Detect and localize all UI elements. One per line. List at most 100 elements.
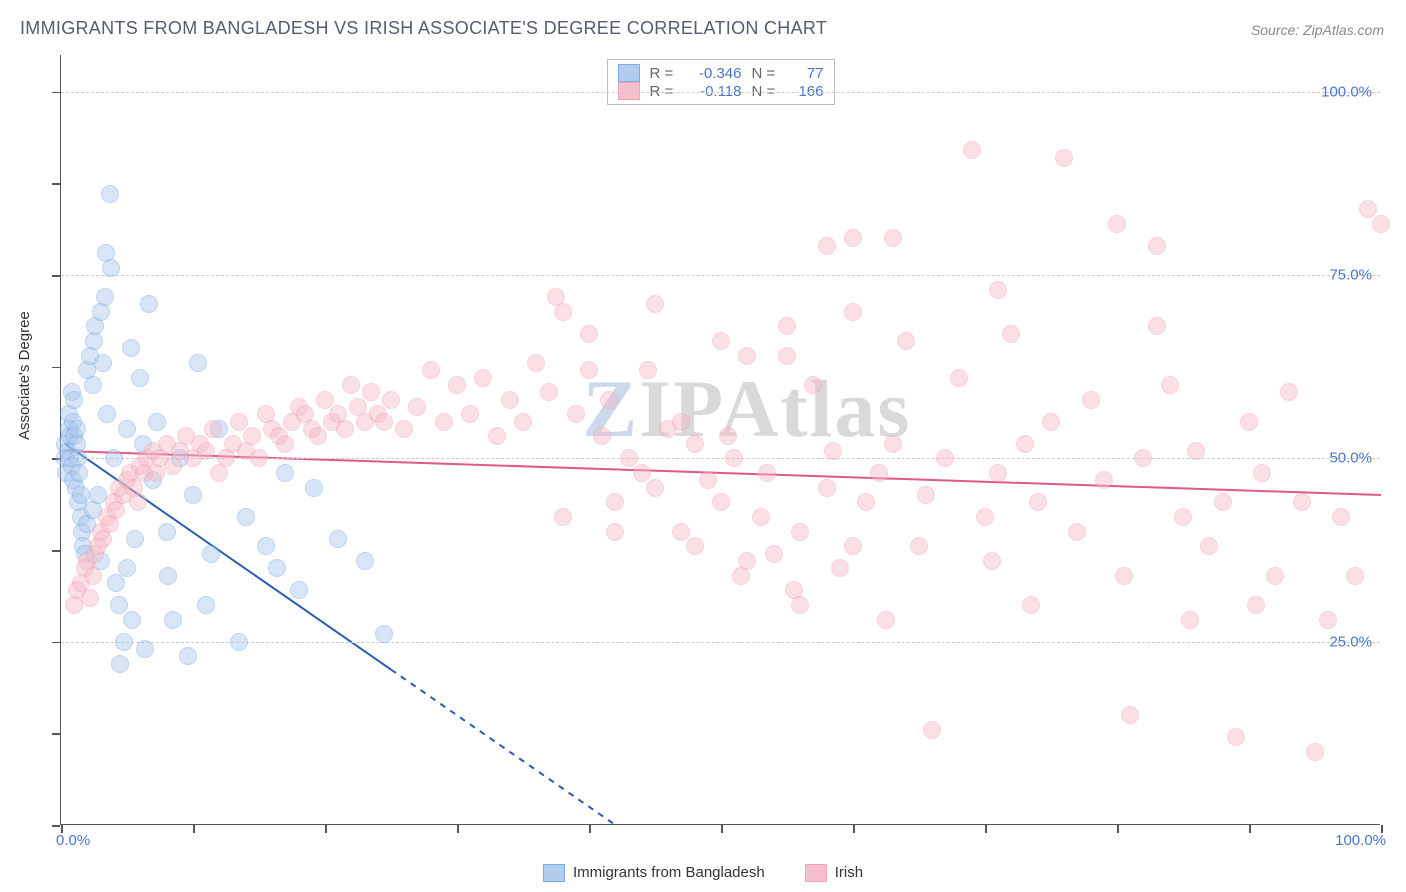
data-point-bangladesh bbox=[179, 647, 197, 665]
data-point-bangladesh bbox=[184, 486, 202, 504]
watermark-rest: IPAtlas bbox=[639, 363, 911, 454]
data-point-bangladesh bbox=[123, 611, 141, 629]
data-point-irish bbox=[243, 427, 261, 445]
data-point-irish bbox=[712, 332, 730, 350]
data-point-bangladesh bbox=[96, 288, 114, 306]
data-point-bangladesh bbox=[276, 464, 294, 482]
data-point-irish bbox=[448, 376, 466, 394]
data-point-irish bbox=[488, 427, 506, 445]
data-point-bangladesh bbox=[230, 633, 248, 651]
y-axis-tick-label: 100.0% bbox=[1321, 83, 1372, 100]
data-point-bangladesh bbox=[202, 545, 220, 563]
data-point-irish bbox=[712, 493, 730, 511]
data-point-irish bbox=[461, 405, 479, 423]
r-value-bangladesh: -0.346 bbox=[688, 65, 742, 82]
y-axis-tick bbox=[52, 825, 60, 827]
data-point-irish bbox=[1200, 537, 1218, 555]
trendline-ext-bangladesh bbox=[391, 670, 615, 825]
data-point-irish bbox=[580, 361, 598, 379]
data-point-bangladesh bbox=[375, 625, 393, 643]
data-point-irish bbox=[204, 420, 222, 438]
data-point-bangladesh bbox=[189, 354, 207, 372]
data-point-irish bbox=[686, 537, 704, 555]
x-axis-tick bbox=[457, 825, 459, 833]
data-point-irish bbox=[527, 354, 545, 372]
data-point-irish bbox=[804, 376, 822, 394]
data-point-irish bbox=[1082, 391, 1100, 409]
data-point-irish bbox=[778, 317, 796, 335]
data-point-irish bbox=[1319, 611, 1337, 629]
data-point-irish bbox=[923, 721, 941, 739]
data-point-bangladesh bbox=[110, 596, 128, 614]
y-axis-tick bbox=[52, 642, 60, 644]
data-point-bangladesh bbox=[131, 369, 149, 387]
data-point-irish bbox=[950, 369, 968, 387]
data-point-irish bbox=[844, 303, 862, 321]
series-legend: Immigrants from Bangladesh Irish bbox=[543, 864, 863, 882]
data-point-irish bbox=[897, 332, 915, 350]
data-point-irish bbox=[1016, 435, 1034, 453]
data-point-irish bbox=[342, 376, 360, 394]
data-point-irish bbox=[1161, 376, 1179, 394]
data-point-irish bbox=[514, 413, 532, 431]
data-point-irish bbox=[250, 449, 268, 467]
data-point-irish bbox=[554, 508, 572, 526]
data-point-irish bbox=[646, 295, 664, 313]
data-point-bangladesh bbox=[159, 567, 177, 585]
data-point-irish bbox=[1108, 215, 1126, 233]
data-point-irish bbox=[129, 493, 147, 511]
x-axis-tick bbox=[853, 825, 855, 833]
data-point-irish bbox=[435, 413, 453, 431]
data-point-irish bbox=[1306, 743, 1324, 761]
data-point-irish bbox=[600, 391, 618, 409]
data-point-bangladesh bbox=[98, 405, 116, 423]
data-point-irish bbox=[910, 537, 928, 555]
data-point-irish bbox=[1187, 442, 1205, 460]
gridline bbox=[61, 642, 1380, 643]
data-point-bangladesh bbox=[68, 420, 86, 438]
data-point-bangladesh bbox=[257, 537, 275, 555]
y-axis-tick bbox=[52, 733, 60, 735]
data-point-irish bbox=[540, 383, 558, 401]
data-point-irish bbox=[375, 413, 393, 431]
gridline bbox=[61, 275, 1380, 276]
data-point-irish bbox=[818, 237, 836, 255]
x-axis-tick bbox=[985, 825, 987, 833]
n-label: N = bbox=[752, 65, 780, 82]
data-point-irish bbox=[382, 391, 400, 409]
data-point-bangladesh bbox=[102, 259, 120, 277]
data-point-irish bbox=[725, 449, 743, 467]
data-point-bangladesh bbox=[136, 640, 154, 658]
data-point-irish bbox=[752, 508, 770, 526]
chart-title: IMMIGRANTS FROM BANGLADESH VS IRISH ASSO… bbox=[20, 18, 827, 39]
data-point-irish bbox=[395, 420, 413, 438]
data-point-bangladesh bbox=[105, 449, 123, 467]
data-point-irish bbox=[719, 427, 737, 445]
data-point-irish bbox=[84, 567, 102, 585]
watermark: ZIPAtlas bbox=[582, 362, 911, 456]
data-point-irish bbox=[1029, 493, 1047, 511]
data-point-irish bbox=[639, 361, 657, 379]
x-axis-tick bbox=[589, 825, 591, 833]
data-point-irish bbox=[672, 523, 690, 541]
y-axis-tick bbox=[52, 275, 60, 277]
data-point-irish bbox=[1095, 471, 1113, 489]
data-point-bangladesh bbox=[305, 479, 323, 497]
data-point-irish bbox=[316, 391, 334, 409]
legend-label-irish: Irish bbox=[835, 864, 863, 881]
data-point-irish bbox=[1068, 523, 1086, 541]
x-axis-min-label: 0.0% bbox=[56, 832, 90, 849]
data-point-irish bbox=[686, 435, 704, 453]
data-point-irish bbox=[844, 537, 862, 555]
data-point-irish bbox=[422, 361, 440, 379]
data-point-irish bbox=[1214, 493, 1232, 511]
data-point-irish bbox=[778, 347, 796, 365]
data-point-bangladesh bbox=[101, 185, 119, 203]
data-point-bangladesh bbox=[329, 530, 347, 548]
data-point-irish bbox=[1346, 567, 1364, 585]
gridline bbox=[61, 92, 1380, 93]
data-point-irish bbox=[765, 545, 783, 563]
data-point-irish bbox=[884, 229, 902, 247]
data-point-bangladesh bbox=[197, 596, 215, 614]
data-point-irish bbox=[580, 325, 598, 343]
